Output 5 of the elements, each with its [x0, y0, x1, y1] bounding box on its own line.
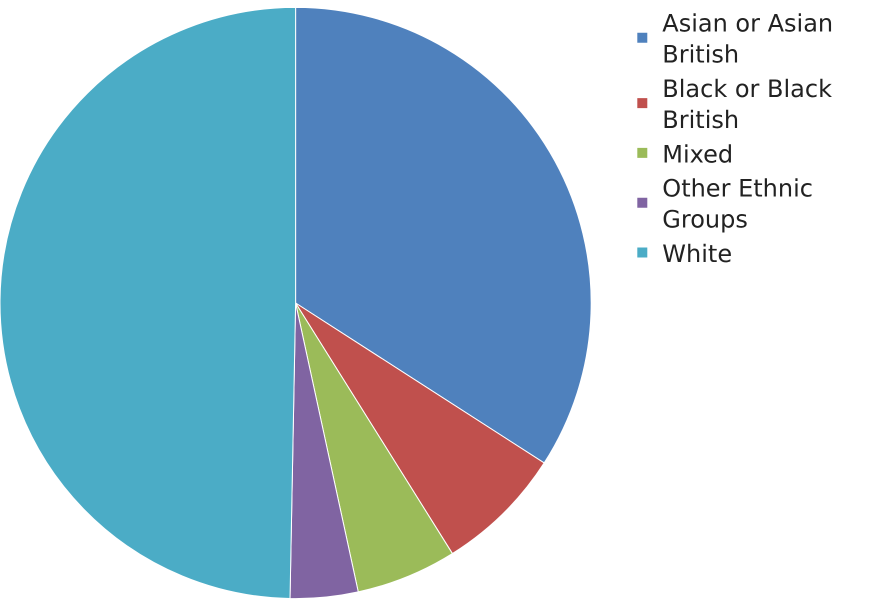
legend-label: Black or Black British: [662, 74, 832, 134]
legend-label: White: [662, 240, 732, 268]
legend-label: Mixed: [662, 140, 734, 168]
legend-label: Asian or Asian British: [662, 9, 834, 69]
legend-label: Other Ethnic Groups: [662, 174, 813, 234]
